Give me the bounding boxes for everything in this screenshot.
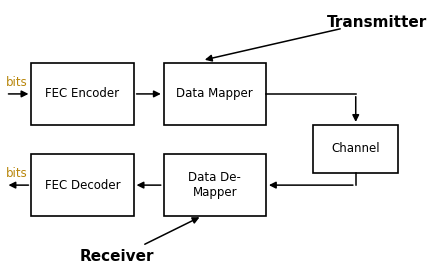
Text: FEC Decoder: FEC Decoder — [45, 179, 120, 192]
Text: FEC Encoder: FEC Encoder — [46, 88, 119, 101]
Text: bits: bits — [6, 167, 27, 180]
Bar — [31, 154, 134, 216]
Bar — [312, 125, 398, 173]
Bar — [163, 154, 265, 216]
Bar — [31, 63, 134, 125]
Text: Data Mapper: Data Mapper — [176, 88, 253, 101]
Text: bits: bits — [6, 76, 27, 89]
Text: Receiver: Receiver — [79, 249, 154, 264]
Bar — [163, 63, 265, 125]
Text: Data De-
Mapper: Data De- Mapper — [188, 171, 241, 199]
Text: Channel: Channel — [331, 143, 379, 155]
Text: Transmitter: Transmitter — [326, 15, 426, 30]
